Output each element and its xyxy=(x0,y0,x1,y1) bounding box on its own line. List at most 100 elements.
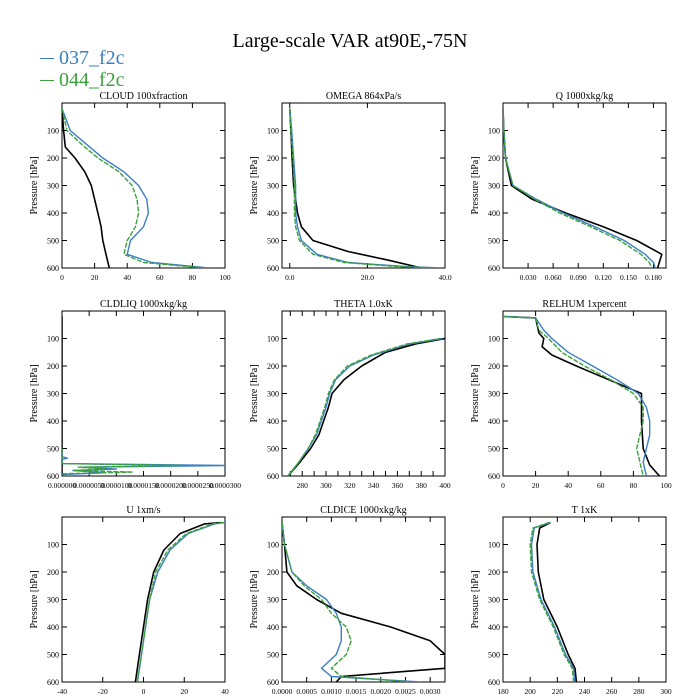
series-line-044-f2c-theta xyxy=(287,337,441,476)
x-tick-label: 40 xyxy=(123,273,131,282)
panel-title-cloud: CLOUD 100xfraction xyxy=(99,91,187,102)
series-line-037-f2c-omega xyxy=(289,108,442,268)
y-axis-label-t: Pressure [hPa] xyxy=(470,570,481,628)
x-tick-label: 400 xyxy=(439,481,451,490)
y-tick-label: 400 xyxy=(267,209,279,218)
y-tick-label: 600 xyxy=(267,472,279,481)
series-line-037-f2c-cloud xyxy=(62,108,209,268)
series-line-reference-relhum xyxy=(503,315,661,476)
x-tick-label: 0.150 xyxy=(620,273,637,282)
x-tick-label: 180 xyxy=(497,687,509,696)
y-tick-label: 500 xyxy=(488,651,500,660)
x-tick-label: 340 xyxy=(368,481,380,490)
panel-title-q: Q 1000xkg/kg xyxy=(556,91,614,102)
series-line-reference-u xyxy=(134,521,221,682)
legend: 037_f2c 044_f2c xyxy=(40,47,125,91)
series-line-044-f2c-q xyxy=(503,108,653,268)
series-line-044-f2c-cloud xyxy=(62,108,206,268)
y-tick-label: 200 xyxy=(267,154,279,163)
y-tick-label: 400 xyxy=(267,417,279,426)
series-line-037-f2c-theta xyxy=(287,337,443,476)
x-tick-label: 0.120 xyxy=(595,273,612,282)
series-line-037-f2c-u xyxy=(136,521,225,682)
x-tick-label: 320 xyxy=(344,481,356,490)
y-tick-label: 200 xyxy=(47,568,59,577)
y-axis-label-cloud: Pressure [hPa] xyxy=(29,156,40,214)
x-tick-label: 0.030 xyxy=(520,273,537,282)
x-tick-label: 40 xyxy=(221,687,229,696)
y-tick-label: 400 xyxy=(267,623,279,632)
x-tick-label: 0.0025 xyxy=(395,687,416,696)
legend-item-044: 044_f2c xyxy=(40,69,125,91)
y-tick-label: 200 xyxy=(267,568,279,577)
panel-title-cldliq: CLDLIQ 1000xkg/kg xyxy=(100,299,187,310)
x-tick-label: 0.0 xyxy=(285,273,295,282)
x-tick-label: 0.0005 xyxy=(296,687,317,696)
x-tick-label: 0 xyxy=(142,687,146,696)
y-tick-label: 300 xyxy=(267,182,279,191)
y-axis-label-u: Pressure [hPa] xyxy=(29,570,40,628)
y-tick-label: 500 xyxy=(488,445,500,454)
x-tick-label: 60 xyxy=(156,273,164,282)
y-tick-label: 200 xyxy=(47,154,59,163)
series-line-044-f2c-cldice xyxy=(282,522,411,682)
y-tick-label: 200 xyxy=(47,362,59,371)
y-axis-label-omega: Pressure [hPa] xyxy=(249,156,260,214)
x-tick-label: 100 xyxy=(219,273,231,282)
y-tick-label: 600 xyxy=(488,472,500,481)
y-tick-label: 600 xyxy=(488,264,500,273)
panel-omega: OMEGA 864xPa/s Pressure [hPa] 100 200 300 400… xyxy=(249,91,452,282)
y-tick-label: 200 xyxy=(488,568,500,577)
panel-title-u: U 1xm/s xyxy=(126,505,160,516)
series-line-reference-cldice xyxy=(282,522,445,682)
y-axis-label-cldice: Pressure [hPa] xyxy=(249,570,260,628)
y-tick-label: 500 xyxy=(267,651,279,660)
panel-cldice: CLDICE 1000xkg/kg Pressure [hPa] 100 200 300… xyxy=(249,505,446,696)
x-tick-label: 0.0015 xyxy=(346,687,367,696)
y-tick-label: 200 xyxy=(488,154,500,163)
axis-frame-omega xyxy=(281,102,446,269)
y-tick-label: 100 xyxy=(267,335,279,344)
x-tick-label: 80 xyxy=(630,481,638,490)
x-tick-label: 380 xyxy=(416,481,428,490)
series-line-044-f2c-relhum xyxy=(503,315,644,476)
panel-title-t: T 1xK xyxy=(572,505,598,516)
x-tick-label: 0 xyxy=(60,273,64,282)
series-line-reference-theta xyxy=(287,337,445,476)
y-tick-label: 300 xyxy=(267,596,279,605)
series-line-037-f2c-cldice xyxy=(282,522,421,682)
panel-title-omega: OMEGA 864xPa/s xyxy=(326,91,401,102)
x-tick-label: 20.0 xyxy=(361,273,374,282)
x-tick-label: 40 xyxy=(564,481,572,490)
x-tick-label: -40 xyxy=(57,687,67,696)
y-tick-label: 300 xyxy=(488,596,500,605)
y-axis-label-cldliq: Pressure [hPa] xyxy=(29,364,40,422)
x-tick-label: 20 xyxy=(532,481,540,490)
x-tick-label: 0.0010 xyxy=(321,687,342,696)
x-tick-label: 280 xyxy=(633,687,645,696)
y-tick-label: 300 xyxy=(47,390,59,399)
x-tick-label: 100 xyxy=(660,481,672,490)
x-tick-label: 0.0000100 xyxy=(100,481,132,490)
x-tick-label: 20 xyxy=(181,687,189,696)
panel-title-cldice: CLDICE 1000xkg/kg xyxy=(320,505,406,516)
y-tick-label: 100 xyxy=(267,127,279,136)
x-tick-label: 0.000000 xyxy=(48,481,76,490)
x-tick-label: 0.090 xyxy=(570,273,587,282)
legend-swatch-037 xyxy=(40,57,54,59)
x-tick-label: 0.060 xyxy=(545,273,562,282)
y-tick-label: 600 xyxy=(267,678,279,687)
panel-theta: THETA 1.0xK Pressure [hPa] 100 200 300 400 500… xyxy=(249,299,451,490)
x-tick-label: 240 xyxy=(579,687,591,696)
y-axis-label-theta: Pressure [hPa] xyxy=(249,364,260,422)
series-line-reference-cloud xyxy=(62,108,111,268)
x-tick-label: 0.0000300 xyxy=(209,481,241,490)
y-tick-label: 400 xyxy=(47,209,59,218)
y-tick-label: 100 xyxy=(488,335,500,344)
y-tick-label: 400 xyxy=(488,623,500,632)
x-tick-label: 200 xyxy=(525,687,537,696)
y-tick-label: 400 xyxy=(47,623,59,632)
y-tick-label: 200 xyxy=(488,362,500,371)
